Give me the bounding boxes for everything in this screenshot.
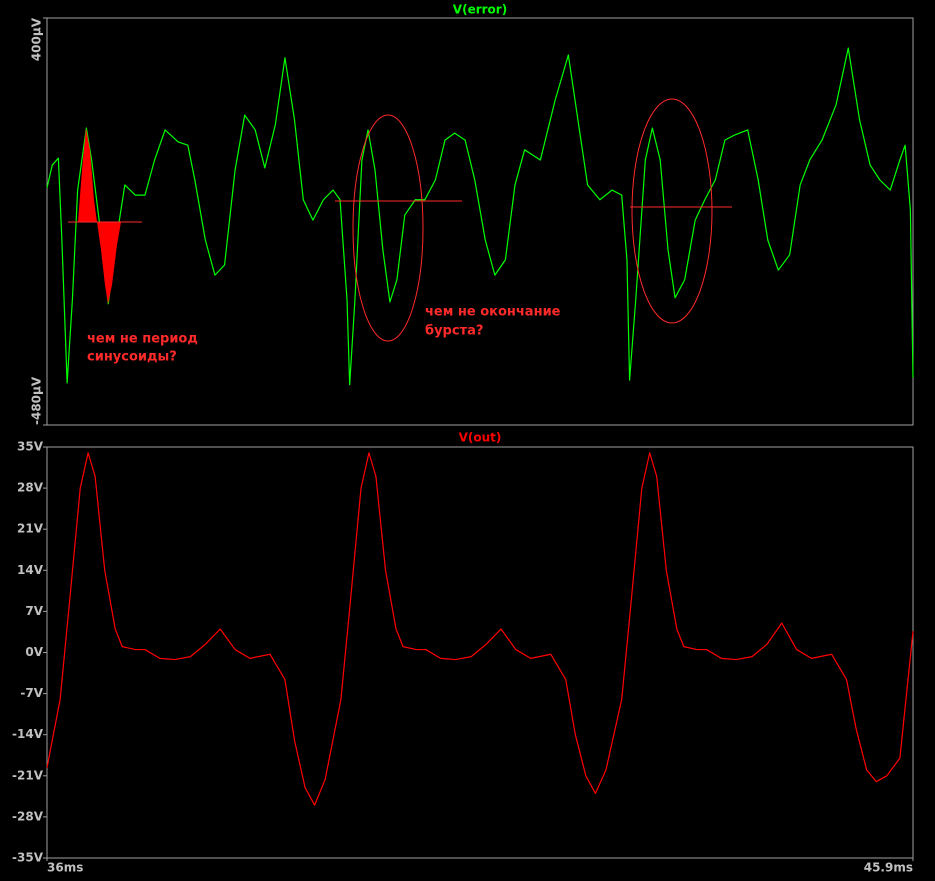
annotations: чем не период синусоиды? чем не окончани… xyxy=(68,98,732,365)
y-tick-label: 14V xyxy=(17,563,44,577)
y-tick-label: 7V xyxy=(25,604,43,618)
y-tick-label: 400µV xyxy=(30,17,44,61)
y-tick-label: -28V xyxy=(12,809,44,823)
shaded-area xyxy=(78,128,97,222)
plot-frame xyxy=(46,17,914,426)
shaded-area xyxy=(97,222,121,304)
y-tick-label: 28V xyxy=(17,481,44,495)
annotation-text: чем не окончание xyxy=(425,305,561,320)
annotation-text: чем не период xyxy=(87,332,198,347)
y-tick-label: -7V xyxy=(20,686,43,700)
annotation-text: бурста? xyxy=(425,324,483,339)
plot-title: V(out) xyxy=(459,431,502,445)
x-tick-label: 36ms xyxy=(47,861,83,875)
y-tick-label: -35V xyxy=(12,851,44,865)
y-tick-label: -21V xyxy=(12,768,44,782)
highlight-ellipse xyxy=(352,114,424,342)
plot-title: V(error) xyxy=(453,3,507,17)
annotation-text: синусоиды? xyxy=(87,350,177,365)
trace xyxy=(46,47,914,386)
y-tick-label: -480µV xyxy=(30,376,44,425)
x-tick-label: 45.9ms xyxy=(864,861,913,875)
y-tick-label: 0V xyxy=(25,645,43,659)
trace xyxy=(46,452,914,806)
y-tick-label: 35V xyxy=(17,440,44,454)
y-tick-label: -14V xyxy=(12,727,44,741)
highlight-ellipse xyxy=(631,98,713,324)
y-tick-label: 21V xyxy=(17,522,44,536)
